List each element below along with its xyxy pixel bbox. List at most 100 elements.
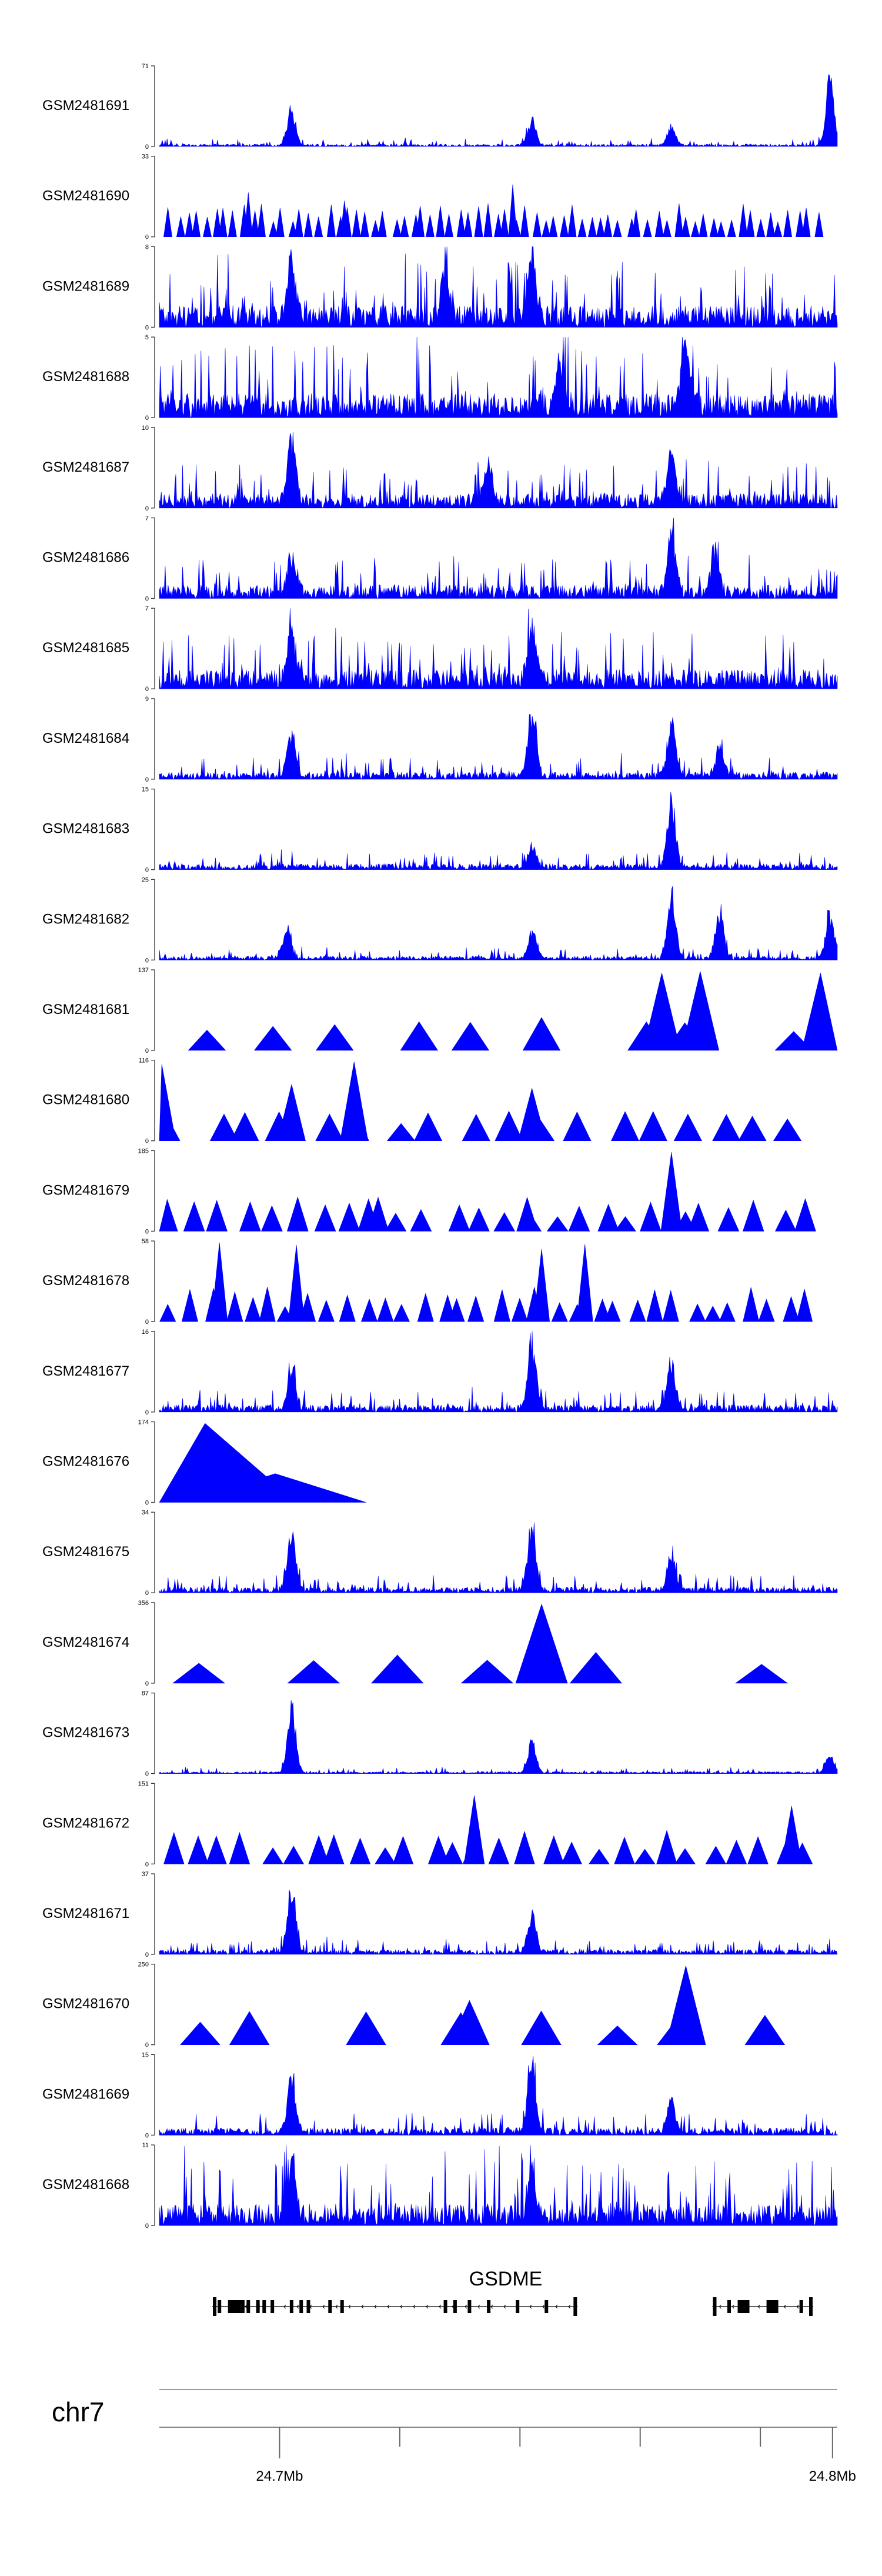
strand-arrow	[568, 2304, 571, 2309]
coverage-area	[159, 1522, 838, 1594]
y-tick-max: 174	[138, 1419, 149, 1426]
y-tick-min: 0	[145, 2042, 149, 2049]
exon	[443, 2300, 447, 2313]
strand-arrow	[387, 2304, 390, 2309]
y-tick-min: 0	[145, 1138, 149, 1145]
coverage-tracks: GSM2481691710GSM2481690330GSM248168980GS…	[42, 63, 838, 2230]
y-tick-max: 7	[145, 605, 149, 612]
strand-arrow	[503, 2304, 506, 2309]
track-GSM2481683: GSM2481683 15 0	[42, 786, 838, 874]
coverage-area	[159, 432, 838, 509]
y-tick-min: 0	[145, 2132, 149, 2139]
coverage-area	[159, 1242, 813, 1322]
strand-arrow	[374, 2304, 377, 2309]
exon	[737, 2300, 750, 2313]
strand-arrow	[757, 2304, 760, 2309]
exon	[213, 2297, 217, 2316]
exon	[270, 2300, 275, 2313]
track-label: GSM2481684	[42, 730, 129, 746]
y-tick-max: 16	[142, 1329, 149, 1336]
exon	[232, 2300, 245, 2313]
track-label: GSM2481678	[42, 1273, 129, 1289]
coverage-area	[159, 337, 838, 418]
track-GSM2481690: GSM2481690 33 0	[42, 154, 824, 241]
coverage-area	[159, 1423, 366, 1503]
track-GSM2481672: GSM2481672 151 0	[42, 1780, 813, 1868]
coverage-area	[159, 1062, 802, 1141]
coverage-area	[159, 714, 838, 780]
axis-tick-label: 24.7Mb	[256, 2468, 303, 2484]
coverage-area	[159, 792, 838, 870]
exon	[256, 2300, 260, 2313]
exon	[544, 2300, 549, 2313]
chromosome-ideogram: chr7	[52, 2389, 837, 2427]
exon	[573, 2297, 577, 2316]
strand-arrow	[283, 2304, 286, 2309]
coverage-area	[159, 886, 838, 961]
exon	[299, 2300, 303, 2313]
genome-axis: 24.7Mb 24.8Mb	[159, 2427, 856, 2484]
exon	[713, 2297, 717, 2316]
coverage-area	[163, 184, 824, 237]
y-tick-max: 10	[142, 425, 149, 432]
exon	[306, 2300, 310, 2313]
track-GSM2481682: GSM2481682 25 0	[42, 876, 838, 964]
track-label: GSM2481674	[42, 1634, 129, 1650]
track-GSM2481677: GSM2481677 16 0	[42, 1329, 838, 1416]
track-GSM2481678: GSM2481678 58 0	[42, 1238, 813, 1326]
y-tick-max: 137	[138, 967, 149, 974]
track-GSM2481689: GSM2481689 8 0	[42, 243, 838, 331]
track-label: GSM2481687	[42, 459, 129, 475]
coverage-area	[159, 1890, 838, 1956]
track-GSM2481668: GSM2481668 11 0	[42, 2142, 838, 2230]
gene-annotation-track: GSDME	[212, 2268, 814, 2316]
track-label: GSM2481673	[42, 1725, 129, 1741]
y-tick-min: 0	[145, 1680, 149, 1687]
y-tick-max: 15	[142, 2051, 149, 2058]
y-tick-min: 0	[145, 324, 149, 331]
strand-arrow	[783, 2304, 786, 2309]
exon	[453, 2300, 457, 2313]
y-tick-max: 87	[142, 1690, 149, 1697]
track-GSM2481688: GSM2481688 5 0	[42, 334, 838, 422]
coverage-area	[163, 1795, 813, 1864]
coverage-area	[188, 971, 838, 1051]
track-GSM2481675: GSM2481675 34 0	[42, 1509, 838, 1597]
y-tick-max: 11	[142, 2142, 149, 2149]
coverage-area	[159, 2145, 838, 2226]
y-tick-min: 0	[145, 1228, 149, 1235]
strand-arrow	[490, 2304, 493, 2309]
track-GSM2481674: GSM2481674 356 0	[42, 1600, 789, 1687]
track-GSM2481684: GSM2481684 9 0	[42, 696, 838, 783]
exon	[799, 2300, 803, 2313]
strand-arrow	[731, 2304, 734, 2309]
strand-arrow	[796, 2304, 799, 2309]
exon	[289, 2300, 293, 2313]
y-tick-min: 0	[145, 505, 149, 512]
strand-arrow	[413, 2304, 416, 2309]
axis-tick-label: 24.8Mb	[809, 2468, 856, 2484]
y-tick-min: 0	[145, 2223, 149, 2230]
y-tick-max: 8	[145, 243, 149, 251]
chromosome-label: chr7	[52, 2397, 104, 2427]
y-tick-min: 0	[145, 1500, 149, 1507]
track-label: GSM2481671	[42, 1906, 129, 1921]
strand-arrow	[348, 2304, 351, 2309]
y-tick-max: 250	[138, 1961, 149, 1968]
exon	[766, 2300, 779, 2313]
y-tick-min: 0	[145, 776, 149, 783]
exon	[467, 2300, 472, 2313]
y-tick-max: 58	[142, 1238, 149, 1245]
track-label: GSM2481683	[42, 821, 129, 837]
track-GSM2481676: GSM2481676 174 0	[42, 1419, 366, 1507]
track-GSM2481670: GSM2481670 250 0	[42, 1961, 786, 2049]
coverage-area	[159, 74, 838, 147]
y-tick-min: 0	[145, 1951, 149, 1958]
y-tick-min: 0	[145, 1409, 149, 1416]
coverage-area	[159, 246, 838, 328]
y-tick-max: 25	[142, 876, 149, 883]
strand-arrow	[439, 2304, 442, 2309]
y-tick-min: 0	[145, 1590, 149, 1597]
track-GSM2481686: GSM2481686 7 0	[42, 515, 838, 603]
gene-name-label: GSDME	[469, 2268, 543, 2290]
